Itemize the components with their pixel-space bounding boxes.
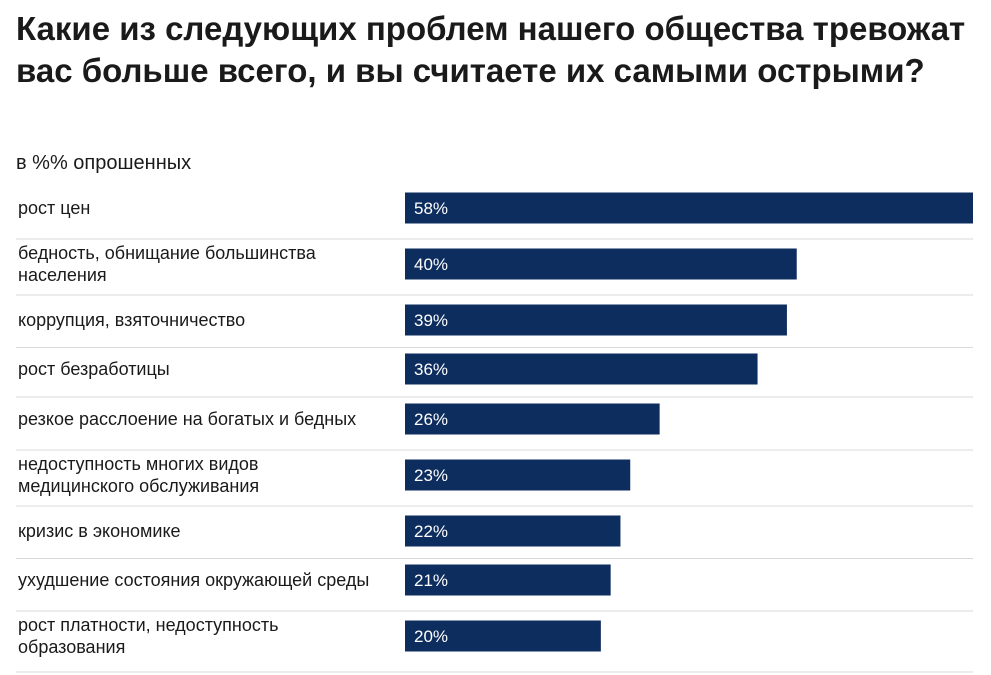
bar [405,459,631,491]
value-label: 39% [414,311,448,330]
category-label: ухудшение состояния окружающей среды [18,570,369,590]
chart-subtitle: в %% опрошенных [16,152,192,174]
bar [405,304,787,336]
category-label: кризис в экономике [18,521,181,541]
category-label: рост безработицы [18,359,170,379]
value-label: 40% [414,255,448,274]
bar [405,248,797,280]
value-label: 26% [414,410,448,429]
value-label: 20% [414,627,448,646]
value-label: 58% [414,199,448,218]
category-label: рост цен [18,198,90,218]
bar [405,403,660,435]
value-label: 21% [414,571,448,590]
bar [405,192,973,224]
value-label: 23% [414,466,448,485]
bar [405,515,621,547]
bar [405,353,758,385]
category-label: рост платности, недоступность образования [18,615,278,657]
category-label: недоступность многих видов медицинского о… [18,454,259,496]
value-label: 22% [414,522,448,541]
chart-title: Какие из следующих проблем нашего общест… [16,10,966,89]
category-label: коррупция, взяточничество [18,310,245,330]
category-label: бедность, обнищание большинства населения [18,243,317,285]
bar [405,564,611,596]
category-label: резкое расслоение на богатых и бедных [18,409,356,429]
value-label: 36% [414,360,448,379]
bar [405,620,601,652]
